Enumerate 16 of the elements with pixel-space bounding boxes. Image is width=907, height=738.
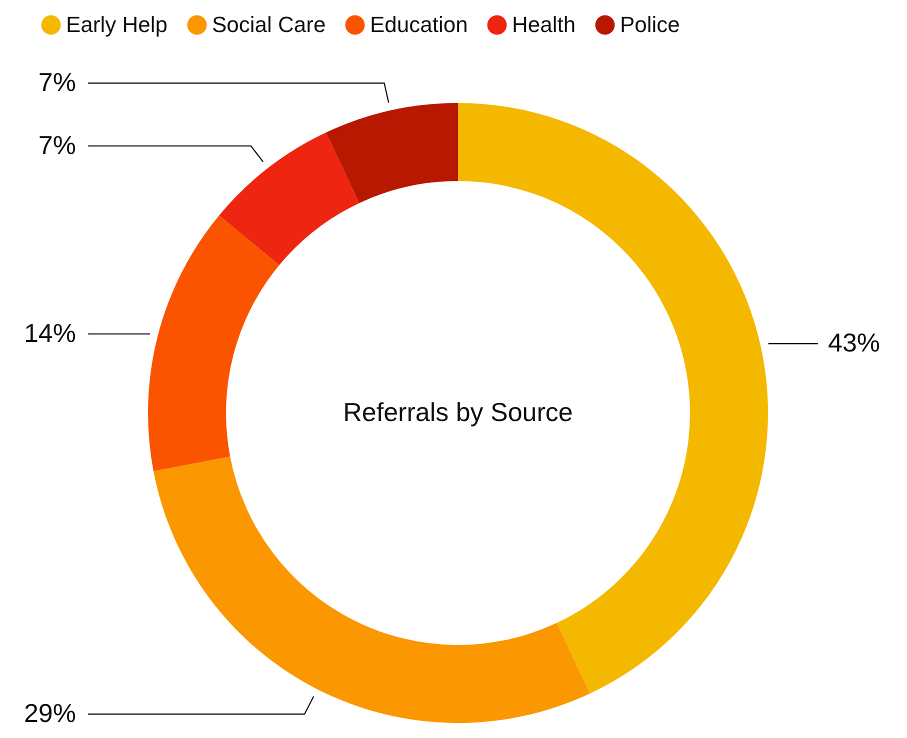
donut-slice — [219, 132, 360, 266]
data-label: 14% — [24, 318, 76, 348]
legend-label: Police — [620, 12, 680, 37]
data-label: 7% — [38, 130, 76, 160]
donut-slice — [326, 103, 458, 204]
legend-label: Early Help — [66, 12, 168, 37]
data-label: 43% — [828, 328, 880, 358]
donut-slice — [148, 215, 280, 472]
legend-label: Education — [370, 12, 468, 37]
donut-slice — [458, 103, 768, 694]
text: Referrals by Source — [343, 397, 573, 427]
legend-label: Social Care — [212, 12, 326, 37]
donut-slice — [153, 456, 590, 723]
data-label: 7% — [38, 67, 76, 98]
data-label: 29% — [24, 698, 76, 728]
legend-label: Health — [512, 12, 576, 37]
